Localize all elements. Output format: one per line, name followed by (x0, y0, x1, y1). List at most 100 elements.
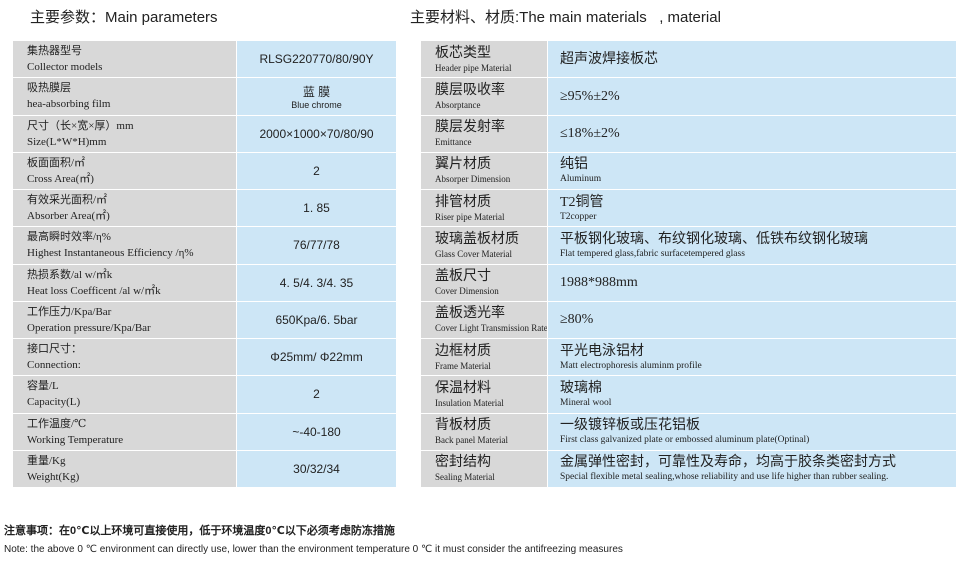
table-row: 有效采光面积/㎡ Absorber Area(㎡) 1. 85 (13, 190, 397, 228)
label-text: 接口尺寸： (27, 343, 82, 356)
value-cell: 玻璃棉 Mineral wool (548, 376, 957, 413)
value-cell: 一级镀锌板或压花铝板 First class galvanized plate o… (548, 413, 957, 450)
table-row: 保温材料 Insulation Material 玻璃棉 Mineral wool (421, 376, 957, 414)
value-text: Special flexible metal sealing,whose rel… (560, 472, 889, 483)
label-cell: 有效采光面积/㎡ Absorber Area(㎡) (13, 190, 237, 227)
label-text: Cover Light Transmission Rate (435, 323, 548, 334)
value-text: 一级镀锌板或压花铝板 (560, 418, 700, 434)
value-text: 玻璃棉 (560, 380, 602, 396)
label-cell: 工作温度/℃ Working Temperature (13, 413, 237, 450)
label-text: 翼片材质 (435, 157, 491, 173)
value-cell: 纯铝 Aluminum (548, 152, 957, 189)
value-text: 平光电泳铝材 (560, 343, 644, 359)
label-text: Riser pipe Material (435, 211, 505, 222)
label-text: 集热器型号 (27, 45, 82, 58)
value-text: First class galvanized plate or embossed… (560, 435, 810, 446)
value-cell: ≥80% (548, 301, 957, 338)
value-cell: 4. 5/4. 3/4. 35 (237, 264, 397, 301)
label-text: 容量/L (27, 380, 59, 393)
table-row: 膜层吸收率 Absorptance ≥95%±2% (421, 78, 957, 116)
value-cell: ~-40-180 (237, 413, 397, 450)
label-text: 板芯类型 (435, 45, 491, 61)
label-text: 膜层吸收率 (435, 82, 505, 98)
label-cell: 边框材质 Frame Material (421, 339, 548, 376)
label-text: 密封结构 (435, 455, 491, 471)
label-text: 工作压力/Kpa/Bar (27, 305, 112, 318)
label-text: 保温材料 (435, 380, 491, 396)
value-cell: 超声波焊接板芯 (548, 41, 957, 78)
label-cell: 最高瞬时效率/η% Highest Instantaneous Efficienc… (13, 227, 237, 264)
value-text: T2copper (560, 211, 597, 222)
value-cell: 1. 85 (237, 190, 397, 227)
label-text: 玻璃盖板材质 (435, 231, 519, 247)
label-text: 重量/Kg (27, 454, 66, 467)
label-cell: 吸热膜层 hea-absorbing film (13, 78, 237, 115)
label-text: 有效采光面积/㎡ (27, 194, 108, 207)
table-row: 重量/Kg Weight(Kg) 30/32/34 (13, 450, 397, 488)
value-cell: ≥95%±2% (548, 78, 957, 115)
value-cell: 30/32/34 (237, 450, 397, 487)
table-row: 膜层发射率 Emittance ≤18%±2% (421, 115, 957, 153)
table-row: 密封结构 Sealing Material 金属弹性密封，可靠性及寿命，均高于胶条类… (421, 450, 957, 488)
value-cell: 1988*988mm (548, 264, 957, 301)
value-text: 平板钢化玻璃、布纹钢化玻璃、低铁布纹钢化玻璃 (560, 231, 868, 247)
note-en: Note: the above 0 ℃ environment can dire… (4, 544, 623, 555)
label-text: Absorper Dimension (435, 174, 511, 185)
label-text: 热损系数/al w/㎡k (27, 268, 113, 281)
label-cell: 背板材质 Back panel Material (421, 413, 548, 450)
label-text: 盖板透光率 (435, 306, 505, 322)
value-text: 2 (313, 163, 320, 178)
value-text: Matt electrophoresis aluminm profile (560, 360, 702, 371)
label-text: Cross Area(㎡) (27, 172, 94, 185)
label-text: Operation pressure/Kpa/Bar (27, 321, 151, 334)
value-cell: 蓝 膜 Blue chrome (237, 78, 397, 115)
value-text: Mineral wool (560, 397, 612, 408)
label-text: Weight(Kg) (27, 470, 80, 483)
value-cell: 2 (237, 376, 397, 413)
label-cell: 接口尺寸： Connection: (13, 339, 237, 376)
value-text: 4. 5/4. 3/4. 35 (279, 275, 354, 290)
table-row: 板芯类型 Header pipe Material 超声波焊接板芯 (421, 41, 957, 79)
value-text: T2铜管 (560, 194, 604, 210)
label-text: Glass Cover Material (435, 248, 512, 259)
label-cell: 板面面积/㎡ Cross Area(㎡) (13, 152, 237, 189)
value-cell: RLSG220770/80/90Y (237, 41, 397, 78)
value-text: ~-40-180 (292, 424, 341, 439)
table-row: 吸热膜层 hea-absorbing film 蓝 膜 Blue chrome (13, 78, 397, 116)
label-cell: 盖板尺寸 Cover Dimension (421, 264, 548, 301)
value-text: 1988*988mm (560, 275, 638, 291)
label-cell: 容量/L Capacity(L) (13, 376, 237, 413)
table-row: 尺寸（长×宽×厚）mm Size(L*W*H)mm 2000×1000×70/80/… (13, 115, 397, 153)
label-text: Collector models (27, 61, 103, 74)
label-text: Frame Material (435, 360, 491, 371)
table-row: 玻璃盖板材质 Glass Cover Material 平板钢化玻璃、布纹钢化玻璃、… (421, 227, 957, 265)
label-text: 排管材质 (435, 194, 491, 210)
table-row: 板面面积/㎡ Cross Area(㎡) 2 (13, 152, 397, 190)
table-row: 盖板透光率 Cover Light Transmission Rate ≥80% (421, 301, 957, 339)
label-cell: 翼片材质 Absorper Dimension (421, 152, 548, 189)
label-text: Cover Dimension (435, 286, 499, 297)
table-row: 背板材质 Back panel Material 一级镀锌板或压花铝板 First c… (421, 413, 957, 451)
note-cn: 注意事项：在0℃以上环境可直接使用，低于环境温度0℃以下必须考虑防冻措施 (4, 525, 395, 537)
label-text: Back panel Material (435, 435, 508, 446)
value-text: 76/77/78 (293, 238, 340, 253)
value-text: 30/32/34 (293, 461, 340, 476)
table-row: 最高瞬时效率/η% Highest Instantaneous Efficienc… (13, 227, 397, 265)
label-text: Size(L*W*H)mm (27, 135, 107, 148)
value-cell: 2 (237, 152, 397, 189)
value-cell: 平板钢化玻璃、布纹钢化玻璃、低铁布纹钢化玻璃 Flat tempered glas… (548, 227, 957, 264)
label-text: 膜层发射率 (435, 120, 505, 136)
right-title: 主要材料、材质:The main materials , material (410, 9, 721, 26)
label-text: 边框材质 (435, 343, 491, 359)
value-text: 650Kpa/6. 5bar (275, 312, 358, 327)
table-row: 集热器型号 Collector models RLSG220770/80/90Y (13, 41, 397, 79)
label-text: Highest Instantaneous Efficiency /η% (27, 247, 194, 260)
table-row: 容量/L Capacity(L) 2 (13, 376, 397, 414)
table-row: 接口尺寸： Connection: Φ25mm/ Φ22mm (13, 339, 397, 377)
label-text: Emittance (435, 137, 472, 148)
label-cell: 排管材质 Riser pipe Material (421, 190, 548, 227)
label-cell: 膜层发射率 Emittance (421, 115, 548, 152)
table-row: 排管材质 Riser pipe Material T2铜管 T2copper (421, 190, 957, 228)
value-text: ≥80% (560, 312, 594, 328)
